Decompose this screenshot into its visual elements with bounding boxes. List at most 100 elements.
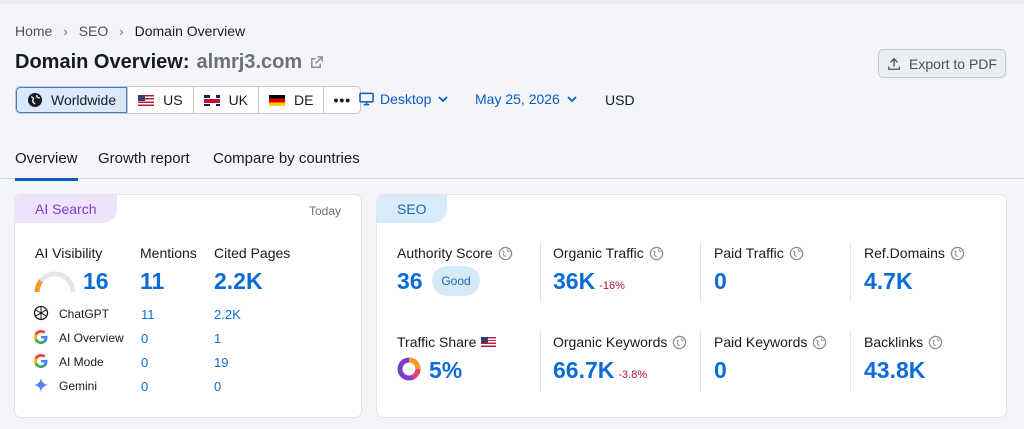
seo-card: SEO	[377, 195, 1006, 417]
ai-search-card: AI Search Today	[15, 195, 361, 417]
paid-keywords-text: Paid Keywords	[714, 334, 808, 350]
paid-traffic-text: Paid Traffic	[714, 245, 784, 261]
divider	[700, 242, 701, 302]
chevron-right-icon: ›	[119, 23, 124, 39]
gemini-mentions[interactable]: 0	[141, 379, 149, 394]
ai-visibility-value[interactable]: 16	[83, 268, 109, 294]
us-flag-icon	[481, 337, 497, 347]
organic-traffic-number: 36K	[553, 268, 596, 294]
organic-traffic-delta: -16%	[599, 280, 625, 292]
tab-growth-report[interactable]: Growth report	[98, 150, 190, 167]
ref-domains-text: Ref.Domains	[864, 245, 945, 261]
globe-info-icon[interactable]	[928, 335, 943, 350]
traffic-share-donut	[397, 357, 421, 381]
google-icon	[34, 354, 48, 368]
organic-keywords-value[interactable]: 66.7K -3.8%	[553, 357, 647, 384]
desktop-icon	[359, 92, 374, 106]
divider	[540, 242, 541, 302]
organic-keywords-label: Organic Keywords	[553, 334, 687, 350]
chatgpt-cited[interactable]: 2.2K	[214, 307, 241, 322]
export-pdf-button[interactable]: Export to PDF	[878, 49, 1006, 78]
divider	[540, 331, 541, 391]
ai-visibility-label: AI Visibility	[35, 245, 103, 261]
paid-traffic-label: Paid Traffic	[714, 245, 804, 261]
globe-info-icon[interactable]	[789, 246, 804, 261]
device-label: Desktop	[380, 91, 432, 107]
gemini-icon	[34, 378, 48, 392]
ai-source-ai-mode: AI Mode	[59, 355, 104, 369]
device-selector[interactable]: Desktop	[359, 91, 448, 107]
more-databases-button[interactable]: •••	[323, 87, 360, 113]
google-icon	[34, 330, 48, 344]
ref-domains-label: Ref.Domains	[864, 245, 965, 261]
breadcrumb-current: Domain Overview	[134, 23, 246, 39]
uk-flag-icon	[203, 94, 220, 106]
database-de[interactable]: DE	[258, 87, 323, 113]
organic-keywords-delta: -3.8%	[618, 369, 648, 381]
upload-icon	[888, 57, 900, 70]
backlinks-value[interactable]: 43.8K	[864, 357, 926, 383]
ai-mode-cited[interactable]: 19	[214, 355, 229, 370]
globe-info-icon[interactable]	[498, 246, 513, 261]
breadcrumb: Home › SEO › Domain Overview	[15, 23, 245, 39]
organic-traffic-value[interactable]: 36K -16%	[553, 268, 625, 295]
chatgpt-icon	[33, 305, 49, 321]
traffic-share-text: Traffic Share	[397, 334, 477, 350]
mentions-label: Mentions	[140, 245, 197, 261]
database-worldwide[interactable]: Worldwide	[16, 87, 128, 113]
tab-overview[interactable]: Overview	[15, 150, 78, 181]
date-selector[interactable]: May 25, 2026	[475, 91, 577, 107]
us-flag-icon	[138, 94, 155, 106]
organic-traffic-text: Organic Traffic	[553, 245, 644, 261]
tab-compare-by-countries[interactable]: Compare by countries	[213, 150, 360, 167]
ai-overview-mentions[interactable]: 0	[141, 331, 149, 346]
database-de-label: DE	[294, 92, 314, 108]
gemini-cited[interactable]: 0	[214, 379, 222, 394]
mentions-value[interactable]: 11	[140, 268, 165, 294]
authority-good-badge: Good	[432, 266, 480, 296]
chevron-down-icon	[567, 95, 577, 102]
date-label: May 25, 2026	[475, 91, 560, 107]
divider	[850, 242, 851, 302]
globe-info-icon[interactable]	[812, 335, 827, 350]
ai-source-chatgpt: ChatGPT	[59, 307, 110, 321]
database-us-label: US	[163, 92, 183, 108]
seo-tag: SEO	[377, 195, 447, 223]
breadcrumb-seo[interactable]: SEO	[78, 23, 109, 39]
page-title-domain[interactable]: almrj3.com	[196, 51, 303, 73]
authority-score-text: Authority Score	[397, 245, 493, 261]
backlinks-text: Backlinks	[864, 334, 924, 350]
external-link-icon[interactable]	[309, 55, 324, 70]
globe-info-icon[interactable]	[672, 335, 687, 350]
breadcrumb-home[interactable]: Home	[15, 23, 53, 39]
authority-score-label: Authority Score	[397, 245, 513, 261]
paid-keywords-label: Paid Keywords	[714, 334, 827, 350]
globe-info-icon[interactable]	[649, 246, 664, 261]
top-border	[0, 0, 1024, 4]
cited-pages-value[interactable]: 2.2K	[214, 268, 263, 294]
currency-label[interactable]: USD	[605, 92, 635, 108]
globe-info-icon[interactable]	[950, 246, 965, 261]
globe-icon	[28, 93, 42, 107]
organic-traffic-label: Organic Traffic	[553, 245, 664, 261]
ref-domains-value[interactable]: 4.7K	[864, 268, 913, 294]
ai-source-ai-overview: AI Overview	[59, 331, 124, 345]
authority-score-value[interactable]: 36	[397, 268, 423, 294]
chevron-down-icon	[438, 95, 448, 102]
database-uk[interactable]: UK	[192, 87, 258, 113]
paid-traffic-value[interactable]: 0	[714, 268, 727, 294]
chatgpt-mentions[interactable]: 11	[141, 307, 155, 322]
chevron-right-icon: ›	[63, 23, 68, 39]
paid-keywords-value[interactable]: 0	[714, 357, 727, 383]
database-selector: Worldwide US UK DE •••	[15, 86, 362, 114]
today-label: Today	[308, 204, 341, 218]
ai-mode-mentions[interactable]: 0	[141, 355, 149, 370]
traffic-share-label: Traffic Share	[397, 334, 497, 350]
backlinks-label: Backlinks	[864, 334, 943, 350]
ai-search-tag: AI Search	[15, 195, 117, 223]
database-us[interactable]: US	[127, 87, 192, 113]
ai-overview-cited[interactable]: 1	[214, 331, 222, 346]
traffic-share-value[interactable]: 5%	[429, 357, 463, 383]
tab-bar: Overview Growth report Compare by countr…	[0, 140, 1024, 181]
organic-keywords-text: Organic Keywords	[553, 334, 668, 350]
